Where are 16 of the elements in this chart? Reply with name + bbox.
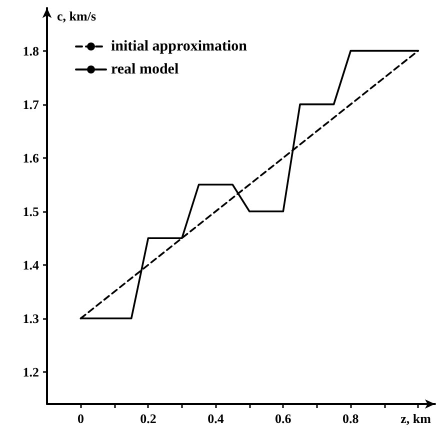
y-tick-label: 1.7 bbox=[22, 96, 40, 112]
y-tick-label: 1.5 bbox=[22, 204, 40, 219]
y-tick-label: 1.4 bbox=[22, 257, 40, 272]
x-tick-label: 0.4 bbox=[208, 411, 224, 426]
x-tick-label: 0.2 bbox=[140, 411, 156, 426]
y-tick-label: 1.3 bbox=[22, 310, 40, 326]
legend-label: initial approximation bbox=[111, 38, 248, 54]
y-tick-label: 1.2 bbox=[22, 364, 39, 380]
y-axis-title: c, km/s bbox=[57, 8, 96, 24]
y-tick-label: 1.8 bbox=[22, 43, 40, 58]
x-tick-label: 0.6 bbox=[275, 411, 292, 426]
x-axis-title: z, km bbox=[400, 411, 432, 426]
legend-label: real model bbox=[111, 62, 179, 78]
x-tick-label: 0 bbox=[77, 411, 84, 426]
x-tick-label: 0.8 bbox=[342, 411, 360, 426]
y-tick-label: 1.6 bbox=[22, 150, 40, 166]
